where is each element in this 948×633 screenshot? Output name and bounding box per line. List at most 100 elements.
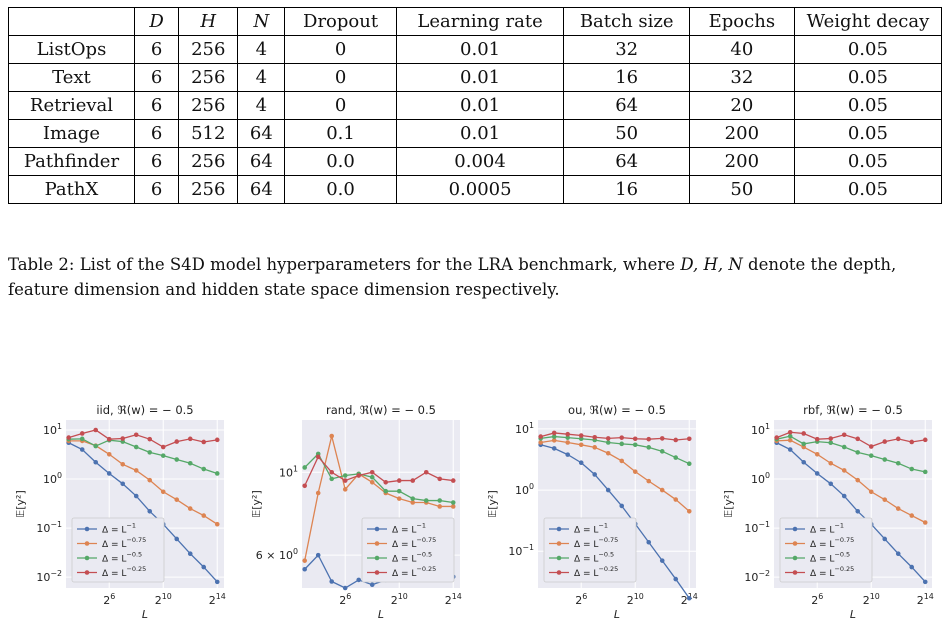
data-point (214, 437, 220, 443)
data-point (187, 436, 193, 442)
data-point (315, 552, 321, 558)
x-tick-label: 214 (917, 592, 934, 607)
table-cell: 0.004 (395, 147, 565, 176)
data-point (538, 440, 544, 445)
data-point (147, 508, 153, 514)
data-point (814, 436, 820, 442)
data-point (410, 478, 416, 483)
data-point (882, 497, 888, 502)
legend-label: Δ = L−0.75 (574, 536, 618, 550)
data-point (841, 444, 847, 450)
chart-panel-rand: 26 210 214 6 × 100 101 rand, ℜ(w) = − 0.5 L 𝔼[y… (236, 400, 472, 628)
data-point (147, 450, 153, 455)
table-cell: 0.05 (793, 91, 943, 120)
legend-marker (556, 541, 562, 546)
data-point (673, 455, 679, 460)
series-line (540, 444, 690, 599)
table-header-row: D H N Dropout Learning rate Batch size Epochs W… (8, 7, 943, 36)
column-header: D (133, 7, 180, 36)
y-tick-label: 100 (515, 482, 534, 497)
chart-title: iid, ℜ(w) = − 0.5 (96, 403, 193, 417)
data-point (578, 433, 584, 438)
x-tick-label: 210 (863, 592, 880, 607)
data-point (814, 471, 820, 476)
legend-box (543, 517, 637, 583)
table-row: Image 6 512 64 0.1 0.01 50 200 0.05 (8, 119, 943, 148)
data-point (814, 451, 820, 457)
data-point (909, 439, 915, 445)
legend-marker (374, 555, 380, 561)
data-point (437, 498, 443, 503)
table-cell: 40 (688, 35, 795, 64)
row-label: Retrieval (8, 91, 135, 120)
chart-ou: 26 210 214 10−1 100 101 ou, ℜ(w) = − 0.5 L 𝔼[y²]… (486, 403, 698, 621)
table-cell: 64 (563, 91, 690, 120)
y-axis-label: 𝔼[y²] (722, 490, 735, 518)
data-point (160, 453, 166, 458)
data-point (578, 436, 584, 442)
table-cell: 0 (284, 35, 397, 64)
data-point (410, 496, 416, 501)
y-tick-label: 10−1 (508, 543, 534, 558)
data-point (396, 478, 402, 483)
data-point (437, 504, 443, 509)
data-point (356, 473, 362, 478)
legend-marker (84, 555, 90, 561)
table-cell: 0.05 (793, 175, 943, 204)
legend-marker (84, 541, 90, 546)
data-point (133, 493, 139, 499)
y-tick-label: 6 × 100 (256, 547, 298, 562)
data-point (342, 585, 348, 591)
series-line (68, 442, 218, 583)
table-cell: 0.01 (395, 91, 565, 120)
legend-label: Δ = L−1 (102, 522, 136, 536)
data-point (646, 436, 652, 442)
data-point (565, 431, 571, 437)
table-cell: 4 (237, 35, 286, 64)
table-cell: 0.0 (284, 147, 397, 176)
data-point (895, 506, 901, 511)
series-line (68, 429, 218, 448)
legend-marker (792, 526, 798, 532)
data-point (619, 458, 625, 464)
table-cell: 6 (133, 63, 180, 92)
data-point (619, 435, 625, 440)
data-point (369, 479, 375, 485)
legend-box (779, 517, 873, 583)
data-point (383, 488, 389, 494)
legend-label: Δ = L−0.5 (102, 551, 142, 565)
legend-marker (374, 541, 380, 546)
x-tick-label: 26 (811, 592, 823, 607)
data-point (855, 450, 861, 455)
table-cell: 256 (178, 147, 239, 176)
y-tick-label: 100 (43, 471, 62, 486)
data-point (686, 595, 692, 601)
data-point (882, 439, 888, 444)
data-point (659, 449, 665, 454)
data-point (828, 460, 834, 466)
table-cell: 6 (133, 119, 180, 148)
data-point (93, 427, 99, 433)
x-axis-label: L (142, 608, 148, 621)
caption-line2: feature dimension and hidden state space… (8, 280, 560, 299)
table-cell: 512 (178, 119, 239, 148)
legend-marker (84, 570, 90, 575)
data-point (841, 493, 847, 499)
x-tick-label: 210 (627, 592, 644, 607)
table-body: ListOps 6 256 4 0 0.01 32 40 0.05 Text 6 256 4 0 0.01 1… (8, 35, 943, 204)
data-point (187, 551, 193, 557)
y-tick-label: 10−2 (36, 569, 62, 584)
data-point (801, 431, 807, 436)
table-cell: 32 (563, 35, 690, 64)
table-cell: 256 (178, 91, 239, 120)
y-axis-label: 𝔼[y²] (14, 490, 27, 518)
data-point (787, 437, 793, 443)
series-line (776, 442, 926, 583)
data-point (909, 513, 915, 518)
row-label: Image (8, 119, 135, 148)
data-point (565, 435, 571, 440)
row-label: PathX (8, 175, 135, 204)
data-point (174, 439, 180, 444)
data-point (93, 443, 99, 449)
data-point (66, 435, 72, 440)
